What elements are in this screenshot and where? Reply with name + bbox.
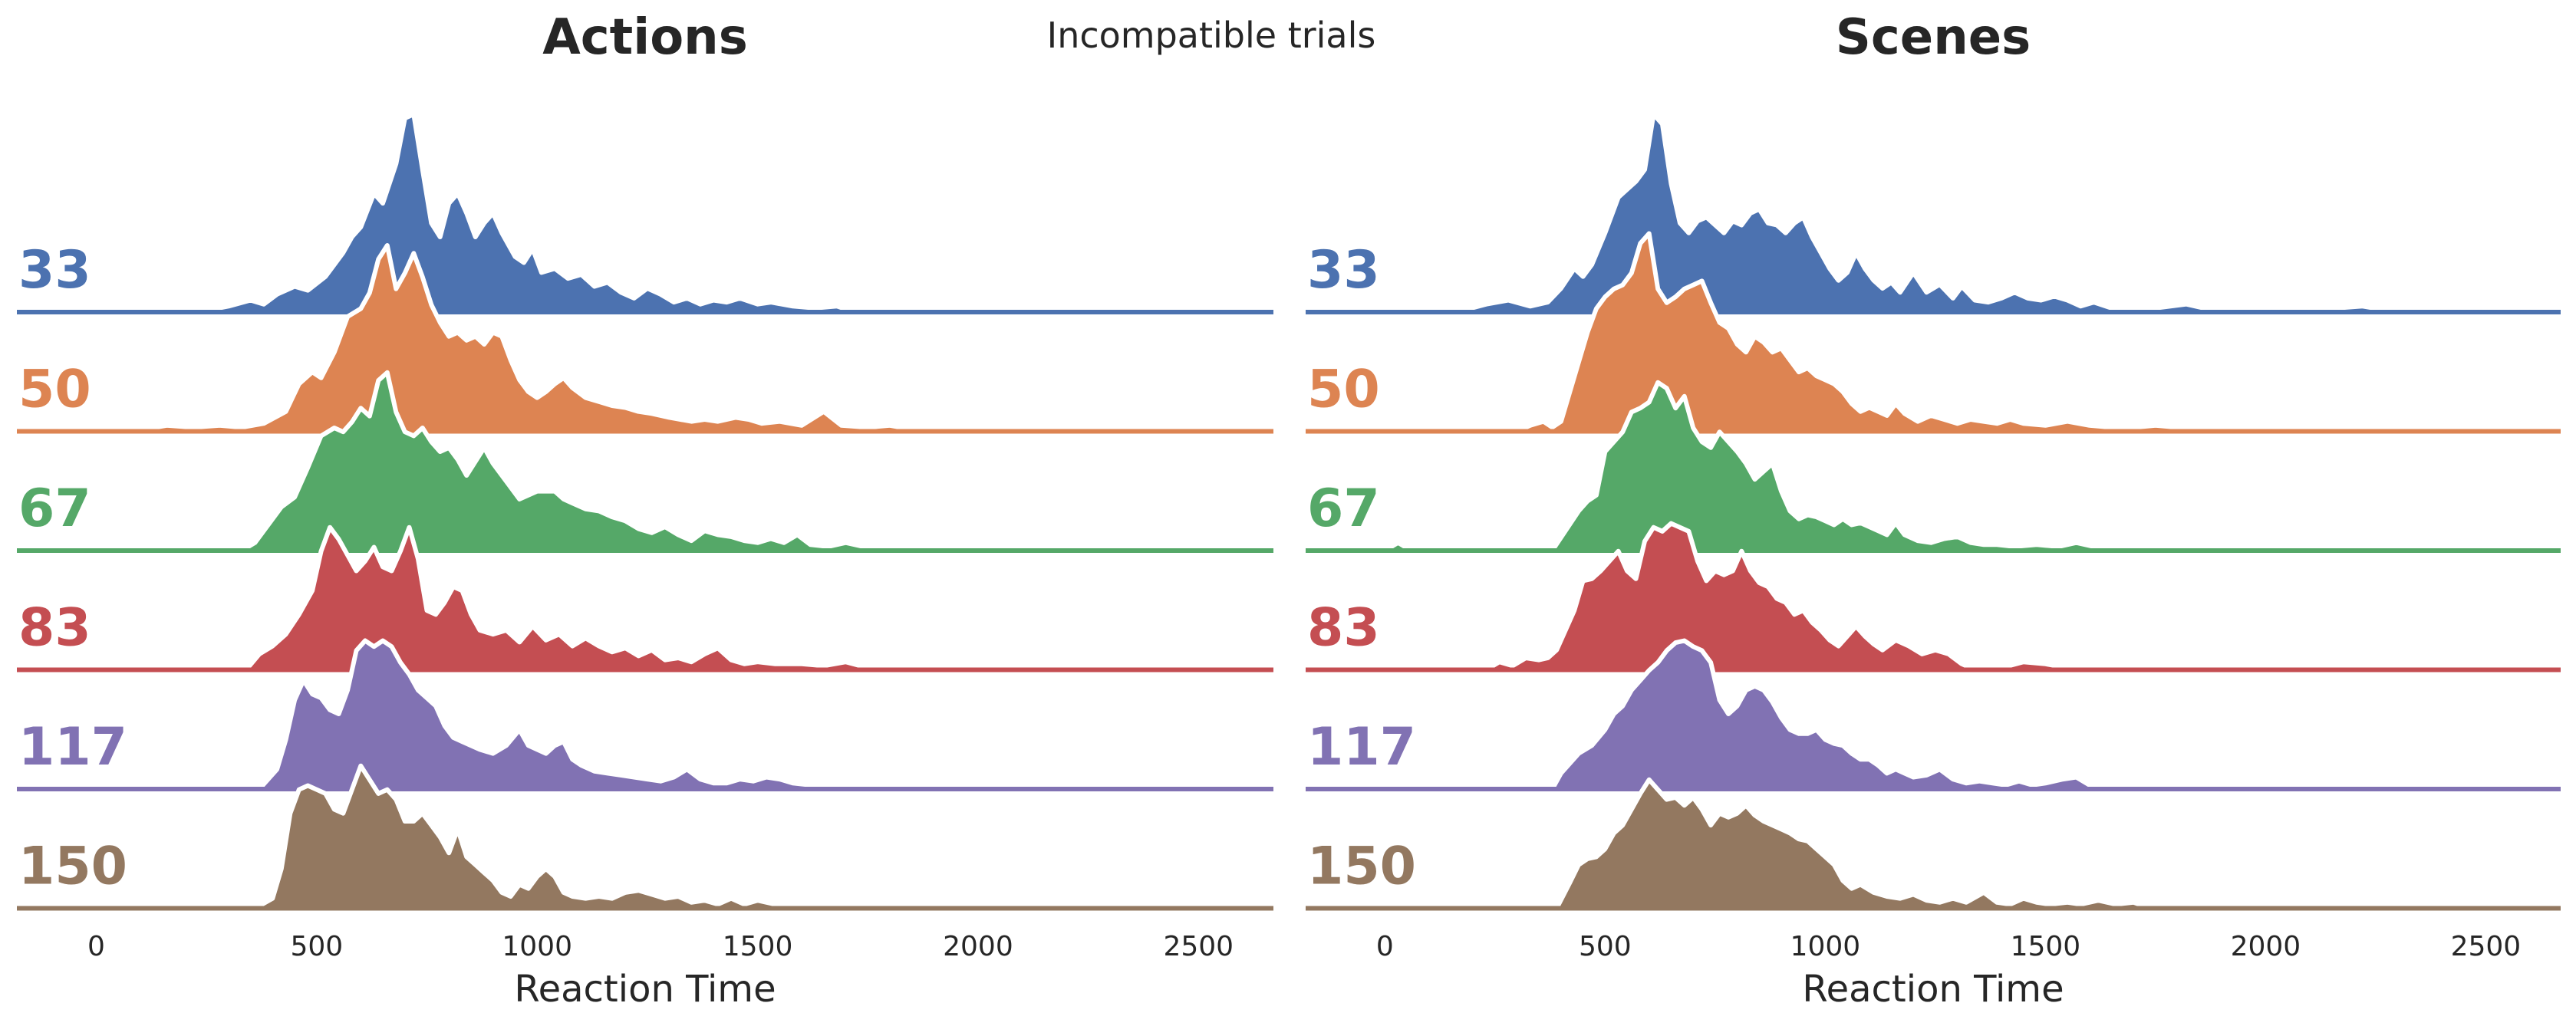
row-label-actions-50: 50 (18, 360, 91, 420)
row-label-scenes-67: 67 (1307, 478, 1380, 539)
x-tick-label-actions-1500: 1500 (723, 931, 793, 962)
row-label-scenes-117: 117 (1307, 717, 1416, 778)
x-tick-label-actions-0: 0 (87, 931, 105, 962)
ridge-actions-150 (252, 763, 1276, 911)
row-label-actions-117: 117 (18, 717, 127, 778)
figure-suptitle: Incompatible trials (1047, 15, 1376, 56)
x-tick-label-scenes-0: 0 (1376, 931, 1394, 962)
ridge-scenes-117 (1550, 638, 2563, 791)
x-axis-label-scenes: Reaction Time (1802, 968, 2064, 1011)
x-tick-label-scenes-1500: 1500 (2011, 931, 2081, 962)
panel-title-scenes: Scenes (1836, 9, 2031, 66)
ridge-actions-50 (129, 243, 1276, 434)
row-label-actions-33: 33 (18, 240, 91, 301)
row-label-scenes-83: 83 (1307, 598, 1380, 659)
x-tick-label-scenes-2500: 2500 (2451, 931, 2522, 962)
x-tick-label-actions-2000: 2000 (943, 931, 1013, 962)
row-label-scenes-150: 150 (1307, 837, 1416, 897)
ridge-actions-33 (195, 112, 1276, 314)
x-axis-label-actions: Reaction Time (514, 968, 776, 1011)
row-label-scenes-33: 33 (1307, 240, 1380, 301)
ridge-scenes-150 (1554, 777, 2563, 911)
x-tick-label-actions-2500: 2500 (1163, 931, 1234, 962)
x-tick-label-scenes-500: 500 (1579, 931, 1632, 962)
ridge-actions-83 (243, 525, 1276, 672)
row-label-actions-83: 83 (18, 598, 91, 659)
x-tick-label-scenes-1000: 1000 (1790, 931, 1861, 962)
ridge-actions-117 (257, 638, 1276, 791)
ridge-scenes-33 (1426, 112, 2563, 314)
x-tick-label-scenes-2000: 2000 (2231, 931, 2301, 962)
row-label-actions-150: 150 (18, 837, 127, 897)
row-label-scenes-50: 50 (1307, 360, 1380, 420)
x-tick-label-actions-1000: 1000 (502, 931, 572, 962)
row-label-actions-67: 67 (18, 478, 91, 539)
panel-title-actions: Actions (542, 9, 748, 66)
ridge-scenes-50 (1514, 231, 2563, 434)
ridge-scenes-67 (1382, 380, 2563, 553)
x-tick-label-actions-500: 500 (290, 931, 343, 962)
ridge-actions-67 (239, 370, 1276, 553)
